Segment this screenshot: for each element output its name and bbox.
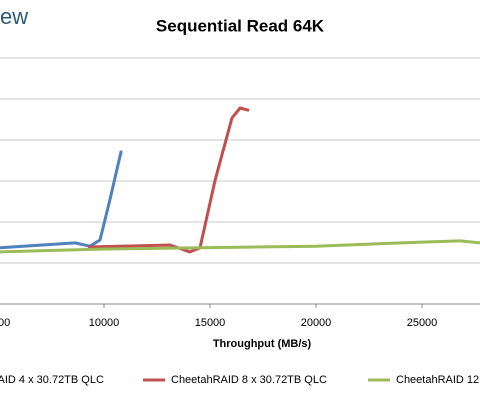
x-axis-title: Throughput (MB/s) [213,338,312,350]
x-tick-label: 20000 [301,317,332,329]
legend-label: CheetahRAID 12 x 30.72TB QLC [396,374,480,386]
chart-title: Sequential Read 64K [156,16,325,35]
logo: ew [0,4,28,29]
x-tick-label: 5000 [0,317,10,329]
x-tick-label: 10000 [89,317,120,329]
series-line [0,150,123,250]
legend-label: CheetahRAID 4 x 30.72TB QLC [0,374,104,386]
legend-label: CheetahRAID 8 x 30.72TB QLC [171,374,327,386]
series-line [87,106,250,254]
x-tick-label: 15000 [195,317,226,329]
series-line [0,239,480,254]
x-tick-label: 25000 [407,317,438,329]
